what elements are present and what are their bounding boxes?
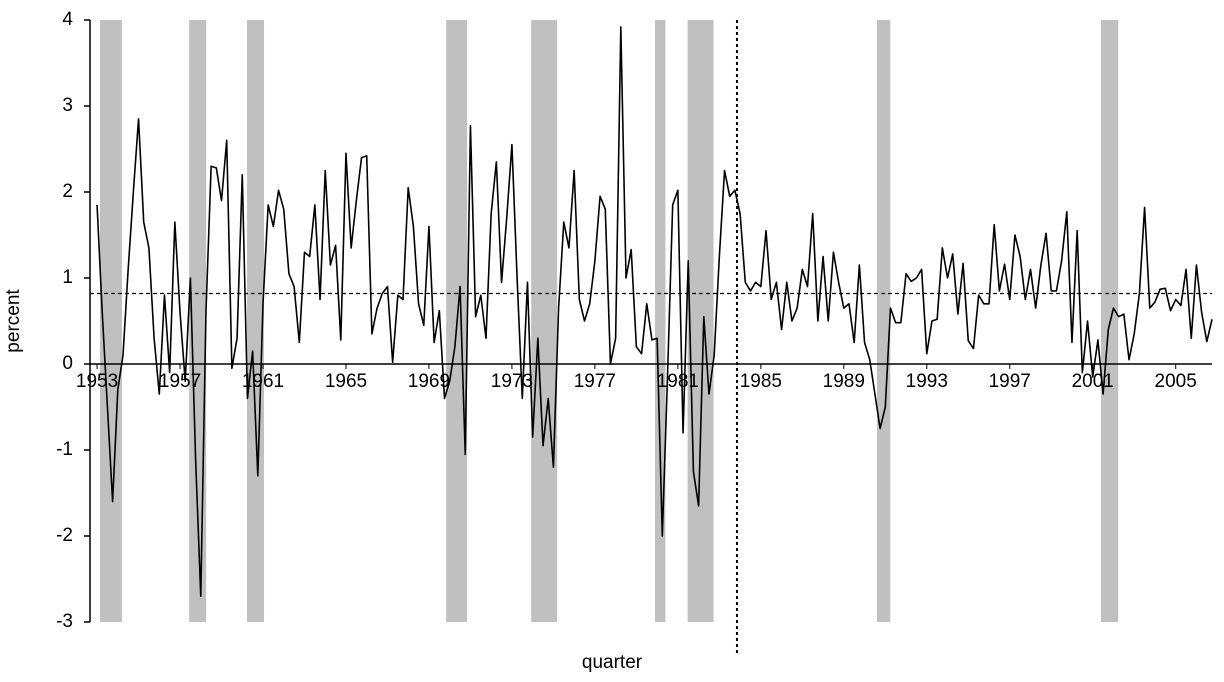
x-tick-label: 2005 <box>1155 371 1197 392</box>
y-tick-label: 1 <box>62 267 73 288</box>
y-tick-label: 4 <box>62 9 73 30</box>
data-line <box>96 26 1213 597</box>
x-tick-label: 1957 <box>159 371 201 392</box>
y-tick-label: -2 <box>56 525 73 546</box>
y-tick-label: 3 <box>62 95 73 116</box>
x-axis-label: quarter <box>582 652 643 673</box>
x-tick-label: 1961 <box>242 371 284 392</box>
y-tick-label: -1 <box>56 439 73 460</box>
x-tick-label: 1981 <box>657 371 699 392</box>
y-axis-label: percent <box>3 289 24 353</box>
x-tick-label: 1977 <box>574 371 616 392</box>
x-tick-label: 1997 <box>989 371 1031 392</box>
recession-band <box>655 20 666 622</box>
x-tick-label: 1993 <box>906 371 948 392</box>
recession-band <box>247 20 265 622</box>
recession-band <box>189 20 207 622</box>
x-tick-label: 1973 <box>491 371 533 392</box>
recession-band <box>876 20 891 622</box>
x-tick-label: 1953 <box>76 371 118 392</box>
y-tick-label: 0 <box>62 353 73 374</box>
x-tick-label: 1969 <box>408 371 450 392</box>
recession-band <box>99 20 122 622</box>
x-tick-label: 1985 <box>740 371 782 392</box>
x-tick-label: 1965 <box>325 371 367 392</box>
recession-band <box>687 20 714 622</box>
recession-band <box>531 20 558 622</box>
y-tick-label: 2 <box>62 181 73 202</box>
y-tick-label: -3 <box>56 611 73 632</box>
x-tick-label: 1989 <box>823 371 865 392</box>
